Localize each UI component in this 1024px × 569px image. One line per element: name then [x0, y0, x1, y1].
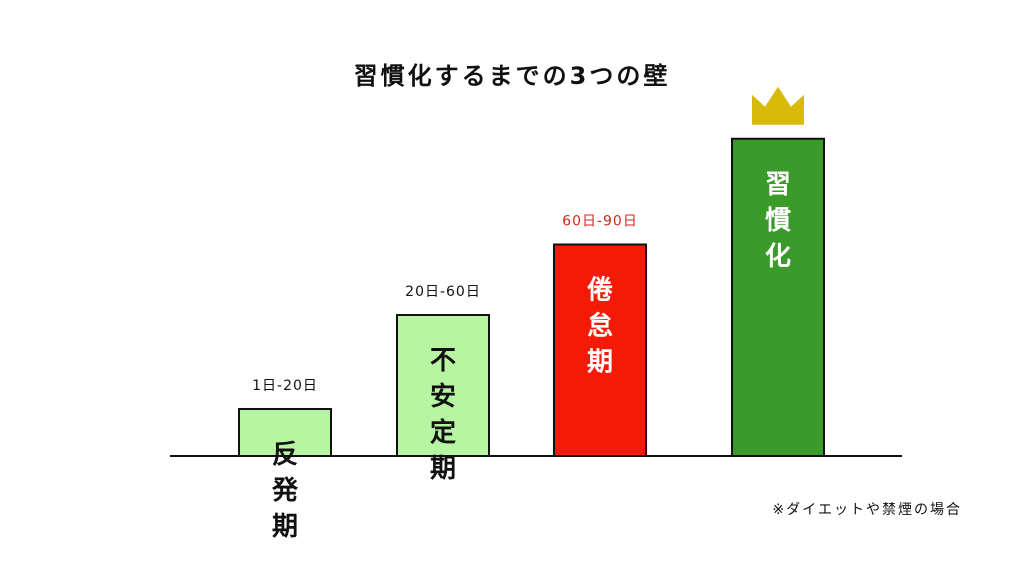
bar-4-label-char: 習	[765, 170, 791, 200]
bar-1-label-char: 期	[272, 512, 298, 542]
bar-3-label-char: 倦	[587, 276, 613, 306]
bar-1-label-char: 発	[271, 476, 299, 506]
bar-3	[553, 243, 647, 457]
bar-2-label-char: 安	[430, 382, 456, 412]
bar-3-label-char: 期	[587, 348, 613, 378]
bar-4	[731, 137, 825, 457]
bar-1	[238, 408, 332, 457]
bar-1-range-label: 1日-20日	[252, 378, 318, 394]
bar-4-label-char: 化	[765, 242, 791, 272]
chart-title: 習慣化するまでの3つの壁	[353, 62, 671, 90]
footnote: ※ダイエットや禁煙の場合	[772, 502, 962, 518]
bar-2-range-label: 20日-60日	[405, 284, 481, 300]
bar-2-label-char: 不	[430, 346, 456, 376]
bar-2-label-char: 期	[430, 454, 456, 484]
bar-4-label-char: 慣	[765, 206, 791, 236]
bar-3-range-label: 60日-90日	[562, 214, 638, 230]
bar-1-label-char: 反	[272, 440, 298, 470]
bar-2-label-char: 定	[430, 417, 456, 448]
crown-icon	[752, 86, 804, 125]
bar-3-label-char: 怠	[587, 311, 613, 342]
bar-2	[396, 314, 490, 457]
